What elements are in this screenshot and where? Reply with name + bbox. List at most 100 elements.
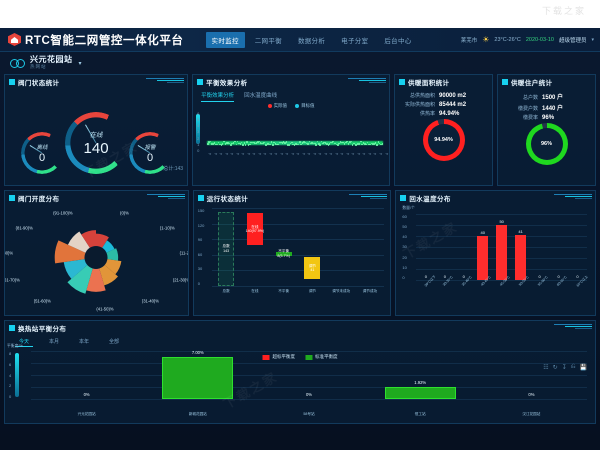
y-tick: 20 — [402, 255, 406, 260]
nav-item-eroom[interactable]: 电子分室 — [335, 32, 374, 48]
temperature-label: 23°C-26°C — [494, 37, 520, 43]
panel-tag-icon — [197, 79, 203, 85]
panel-tag-icon — [399, 79, 405, 85]
x-tick: 调节成功 — [359, 289, 381, 293]
house-hexagon-icon — [8, 33, 21, 46]
fault-tabs: 平衡效果分析 回水温度曲线 — [193, 88, 389, 102]
bar[interactable] — [362, 208, 378, 286]
stat-value: 96% — [542, 115, 554, 121]
tab-balance-effect[interactable]: 平衡效果分析 — [201, 91, 234, 102]
y-tick: 10 — [402, 265, 406, 270]
rose-slice-label: (51-60)% — [34, 299, 51, 304]
rose-slice-label: (0)% — [120, 210, 129, 215]
station-sub: 热网站 — [30, 65, 73, 70]
panel-station-balance: 换热站平衡分布 今天 本月 本年 全部 超标平衡度 — [4, 320, 596, 424]
bar[interactable] — [515, 235, 526, 280]
legend-item-actual[interactable]: 实际值 — [268, 103, 288, 109]
y-tick: 4 — [197, 123, 199, 128]
tab-month[interactable]: 本月 — [45, 337, 63, 347]
bar[interactable] — [162, 357, 233, 399]
grid-line — [31, 363, 587, 364]
return-temp-chart: 数量/个 60 50 40 30 20 10 0 0 0 0 40 50 41 0 0 0 30… — [400, 206, 591, 302]
nav-item-backend[interactable]: 后台中心 — [378, 32, 417, 48]
panel-header: 供暖住户统计 — [498, 75, 595, 88]
stat-label: 缴费户数 — [504, 105, 538, 112]
user-label[interactable]: 超级管理员 — [559, 36, 587, 44]
rose-slice-label: (71-80)% — [4, 250, 13, 255]
city-label: 莱芜市 — [461, 36, 478, 44]
chevron-down-icon[interactable]: ▾ — [79, 60, 82, 67]
gauge-value: 140 — [84, 140, 109, 157]
tab-all[interactable]: 全部 — [105, 337, 123, 347]
watermark-top: 下载之家 — [542, 4, 586, 17]
header-status-area: 莱芜市 ☀ 23°C-26°C 2020-03-10 超级管理员 ▾ — [461, 28, 594, 52]
x-tick: 兴元花园11号楼3单元 — [384, 153, 390, 156]
bar[interactable] — [496, 225, 507, 280]
run-status-chart: 150 120 90 60 30 0 总数 143 在线 140(97.9%) 不平衡 8… — [198, 206, 387, 302]
chevron-down-icon[interactable]: ▾ — [591, 37, 594, 43]
station-balance-x-axis: 兴元花园站 新城花园站 58号站 恒工站 汉江花园站 — [31, 412, 587, 422]
gauge-label: 在线 — [90, 129, 103, 139]
legend-swatch — [295, 104, 299, 108]
panel-run-status: 运行状态统计 150 120 90 60 30 0 总数 143 在线 140(97.… — [193, 190, 392, 316]
y-tick: 40 — [402, 234, 406, 239]
run-status-y-axis: 150 120 90 60 30 0 — [198, 208, 205, 286]
page-title: RTC智能二网管控一体化平台 — [25, 32, 184, 48]
bar[interactable]: 总数 143 — [218, 208, 234, 286]
rose-slice-label: (31-40)% — [142, 299, 159, 304]
decor-lines — [146, 78, 184, 84]
run-status-plot: 总数 143 在线 140(97.9%) 不平衡 8(5.7%) 调节 41 — [212, 208, 385, 286]
gauge-label: 离线 — [37, 143, 48, 151]
bar-value: 0 — [444, 274, 446, 279]
nav-item-analysis[interactable]: 数据分析 — [292, 32, 331, 48]
tab-year[interactable]: 本年 — [75, 337, 93, 347]
panel-title: 运行状态统计 — [207, 193, 248, 203]
tab-return-temp-curve[interactable]: 回水温度曲线 — [244, 91, 277, 102]
bar[interactable] — [333, 208, 349, 286]
vertical-scroll-handle[interactable] — [15, 353, 19, 397]
legend-item-target[interactable]: 目标值 — [295, 103, 315, 109]
gauge-value: 0 — [147, 152, 153, 164]
decor-lines — [554, 324, 592, 330]
stat-value: 1500 户 — [542, 92, 563, 101]
decor-lines — [348, 78, 386, 84]
y-tick: 6 — [197, 111, 199, 116]
y-tick: 0 — [197, 148, 199, 153]
panel-title: 阀门开度分布 — [18, 193, 59, 203]
supply-area-donut-wrap: 94.94% — [395, 119, 492, 161]
bar[interactable]: 在线 140(97.9%) — [247, 208, 263, 286]
nav-item-realtime[interactable]: 实时监控 — [206, 32, 245, 48]
panel-title: 供暖面积统计 — [408, 77, 449, 87]
bar[interactable]: 调节 41 — [304, 208, 320, 286]
dashboard-root: 下载之家 RTC智能二网管控一体化平台 实时监控 二网平衡 数据分析 电子分室 … — [0, 0, 600, 450]
y-tick: 0 — [198, 281, 205, 286]
bar-value: 0 — [538, 274, 540, 279]
y-tick: 120 — [198, 223, 205, 228]
panel-supply-area: 供暖面积统计 总供热面积 90000 m2 实际供热面积 85444 m2 — [394, 74, 493, 186]
y-tick: 2 — [9, 383, 11, 388]
station-selector[interactable]: 兴元花园站 热网站 ▾ — [10, 56, 82, 70]
bar[interactable] — [385, 387, 456, 399]
stat-label: 实际供热面积 — [401, 101, 435, 108]
y-tick: 50 — [402, 224, 406, 229]
bar-value: 40 — [480, 230, 484, 235]
panel-valve-open: 阀门开度分布 (0)% (1-10)% (11-20)% (21-30)% (31-40… — [4, 190, 189, 316]
grid-line — [31, 387, 587, 388]
gauge-group: 离线 0 在线 140 — [5, 88, 187, 174]
stat-row: 缴费户数 1440 户 — [504, 103, 595, 112]
rose-chart — [48, 210, 144, 311]
panel-header: 供暖面积统计 — [395, 75, 492, 88]
station-balance-plot-wrap: 平衡度/% 8 6 4 2 0 0% 7.00% 0% 1.92% 0% 兴元花园站 新城… — [31, 351, 587, 411]
stat-row: 总供热面积 90000 m2 — [401, 92, 492, 99]
bar[interactable] — [477, 236, 488, 280]
nav-item-balance[interactable]: 二网平衡 — [249, 32, 288, 48]
grid-line — [212, 270, 385, 271]
bar-value: 7.00% — [192, 350, 204, 355]
y-tick: 1 — [197, 142, 199, 147]
bar-value: 0 — [425, 274, 427, 279]
panel-body: 离线 0 在线 140 — [5, 88, 187, 174]
bar[interactable]: 不平衡 8(5.7%) — [276, 208, 292, 286]
rose-slice-label: (81-90)% — [16, 225, 33, 230]
stat-row: 缴费率 96% — [504, 114, 595, 121]
axis-unit-label: 数量/个 — [402, 206, 414, 211]
